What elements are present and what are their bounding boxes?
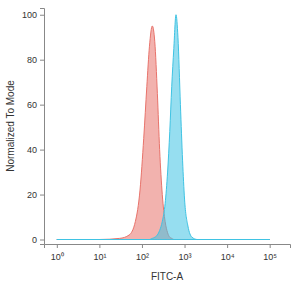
y-tick: 20: [27, 190, 44, 200]
y-tick: 60: [27, 100, 44, 110]
histogram-area: [57, 15, 270, 240]
x-tick-mark: [227, 244, 228, 248]
y-tick-label: 40: [27, 145, 37, 155]
x-tick-label: 10³: [179, 252, 192, 262]
x-axis-line: [45, 245, 291, 249]
y-tick-mark: [40, 150, 44, 151]
x-tick-label: 10⁵: [263, 252, 277, 262]
y-axis: 0 20 40 60 80 100: [22, 9, 45, 245]
y-tick: 80: [27, 55, 44, 65]
y-tick-mark: [40, 195, 44, 196]
y-tick: 0: [32, 235, 44, 245]
x-tick: 10¹: [93, 244, 106, 262]
x-tick-mark: [99, 244, 100, 248]
y-tick-mark: [40, 105, 44, 106]
y-tick-label: 20: [27, 190, 37, 200]
x-tick-label: 10²: [136, 252, 149, 262]
x-tick-label: 10⁰: [51, 252, 64, 262]
y-tick-mark: [40, 15, 44, 16]
x-tick-mark: [270, 244, 271, 248]
x-tick: 10³: [179, 244, 192, 262]
y-tick-label: 0: [32, 235, 37, 245]
y-tick-label: 60: [27, 100, 37, 110]
x-tick: 10⁴: [221, 244, 235, 262]
x-tick-label: 10¹: [93, 252, 106, 262]
y-axis-line: [40, 9, 45, 245]
y-tick: 40: [27, 145, 44, 155]
x-tick: 10⁰: [51, 244, 64, 262]
x-axis-title: FITC-A: [151, 271, 184, 282]
y-tick-mark: [40, 60, 44, 61]
x-tick: 10⁵: [263, 244, 277, 262]
y-tick-label: 100: [22, 10, 37, 20]
y-axis-title: Normalized To Mode: [5, 80, 16, 172]
x-axis: 10⁰ 10¹ 10² 10³ 10⁴ 10⁵: [45, 244, 291, 262]
x-tick-mark: [185, 244, 186, 248]
y-tick-label: 80: [27, 55, 37, 65]
plot-area: [57, 15, 270, 240]
y-tick: 100: [22, 10, 44, 20]
histogram-area: [57, 26, 270, 240]
y-tick-mark: [40, 240, 44, 241]
chart: 10⁰ 10¹ 10² 10³ 10⁴ 10⁵ 0 20 40 60 80 100 FITC-A Norm…: [0, 0, 300, 294]
x-tick: 10²: [136, 244, 149, 262]
x-tick-label: 10⁴: [221, 252, 235, 262]
x-tick-mark: [142, 244, 143, 248]
x-tick-mark: [57, 244, 58, 248]
